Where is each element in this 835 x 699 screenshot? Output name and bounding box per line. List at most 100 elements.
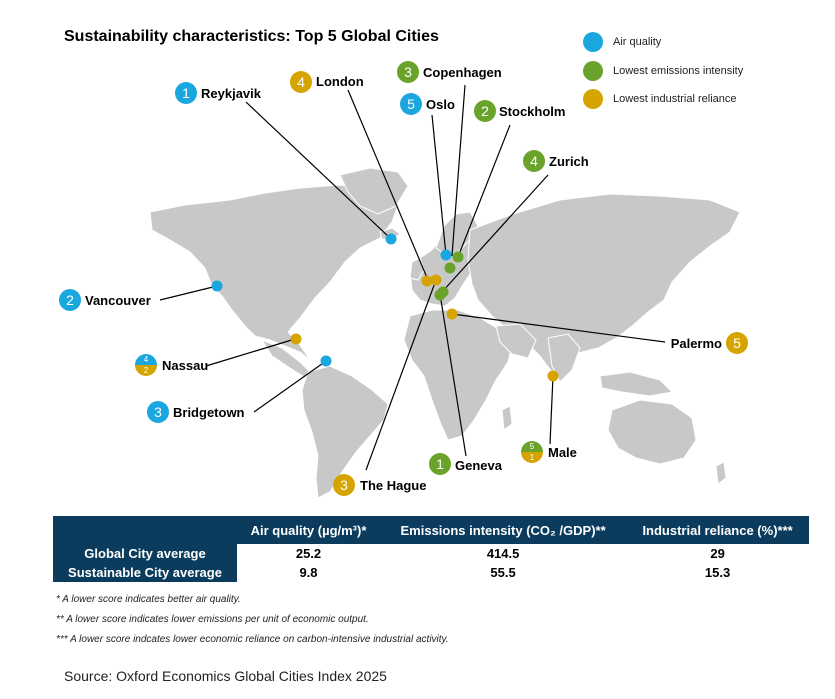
badge-geneva [429, 453, 451, 475]
legend-item-emissions: Lowest emissions intensity [583, 61, 743, 81]
label-nassau: Nassau [162, 358, 208, 373]
badge-the-hague [333, 474, 355, 496]
table-row: Global City average 25.2 414.5 29 [53, 544, 809, 563]
rank-nassau-air: 4 [144, 355, 149, 364]
rank-london: 4 [297, 74, 305, 90]
rank-the-hague: 3 [340, 477, 348, 493]
chart-title: Sustainability characteristics: Top 5 Gl… [64, 28, 439, 45]
label-reykjavik: Reykjavik [201, 86, 262, 101]
leader-line-vancouver [159, 285, 218, 301]
city-labels: 1 Reykjavik 2 Vancouver 3 Bridgetown 4 2… [59, 61, 748, 496]
rank-bridgetown: 3 [154, 404, 162, 420]
dot-geneva [434, 289, 446, 301]
label-geneva: Geneva [455, 458, 503, 473]
badge-bridgetown [147, 401, 169, 423]
label-bridgetown: Bridgetown [173, 405, 245, 420]
legend-item-industry: Lowest industrial reliance [583, 89, 737, 109]
table-header-empty [53, 516, 237, 544]
dot-bridgetown [320, 355, 332, 367]
leader-line-the-hague [365, 279, 437, 471]
badge-stockholm [474, 100, 496, 122]
world-map: 1 Reykjavik 2 Vancouver 3 Bridgetown 4 2… [59, 61, 748, 499]
australia-shape [607, 399, 697, 465]
footnote-emissions: ** A lower score indicates lower emissio… [56, 614, 369, 625]
table-cell: 25.2 [295, 546, 322, 561]
dot-copenhagen [444, 262, 456, 274]
table-header-row: Air quality (µg/m³)* Emissions intensity… [53, 516, 809, 544]
badge-palermo [726, 332, 748, 354]
badge-vancouver [59, 289, 81, 311]
badge-nassau-industry [135, 365, 157, 376]
table-cell: 29 [710, 546, 725, 561]
leader-line-london [347, 89, 429, 281]
leader-line-zurich [441, 174, 549, 293]
rank-oslo: 5 [407, 96, 415, 112]
table-cell: 15.3 [704, 565, 731, 580]
rank-geneva: 1 [436, 456, 444, 472]
label-zurich: Zurich [549, 154, 589, 169]
badge-nassau-air [135, 354, 157, 365]
india-shape [547, 333, 581, 383]
table-cell: 55.5 [490, 565, 516, 580]
leader-line-oslo [431, 114, 447, 256]
row-label-global: Global City average [53, 544, 237, 563]
leader-line-reykjavik [245, 101, 391, 239]
table-header-air-quality: Air quality (µg/m³)* [237, 516, 380, 544]
table-header-industry: Industrial reliance (%)*** [626, 516, 809, 544]
label-vancouver: Vancouver [85, 293, 151, 308]
rank-reykjavik: 1 [182, 85, 190, 101]
rank-vancouver: 2 [66, 292, 74, 308]
footnote-air: * A lower score indicates better air qua… [56, 594, 241, 605]
badge-london [290, 71, 312, 93]
southeast-asia-shape [599, 371, 674, 397]
table-row: Sustainable City average 9.8 55.5 15.3 [53, 563, 809, 582]
row-label-sustainable: Sustainable City average [53, 563, 237, 582]
rank-male-industry: 1 [530, 453, 535, 462]
averages-table: Air quality (µg/m³)* Emissions intensity… [53, 516, 809, 582]
rank-nassau-industry: 2 [144, 366, 149, 375]
legend-label: Air quality [613, 36, 662, 48]
label-stockholm: Stockholm [499, 104, 565, 119]
africa-shape [403, 309, 513, 441]
source-note: Source: Oxford Economics Global Cities I… [64, 668, 387, 684]
dot-nassau [290, 333, 302, 345]
legend-swatch-blue [583, 32, 603, 52]
madagascar-shape [501, 405, 513, 431]
badge-male-industry [521, 452, 543, 463]
label-oslo: Oslo [426, 97, 455, 112]
leader-line-copenhagen [451, 84, 466, 257]
dot-reykjavik [385, 233, 397, 245]
leader-lines [159, 84, 666, 471]
city-dots [211, 233, 559, 382]
rank-palermo: 5 [733, 335, 741, 351]
leader-line-nassau [205, 338, 296, 367]
legend-swatch-green [583, 61, 603, 81]
legend-item-air-quality: Air quality [583, 32, 661, 52]
leader-line-palermo [451, 313, 666, 343]
south-america-shape [301, 365, 389, 499]
label-palermo: Palermo [671, 336, 722, 351]
table-cell: 9.8 [299, 565, 318, 580]
dot-london [421, 275, 433, 287]
dot-the-hague [430, 274, 442, 286]
dot-oslo [440, 249, 452, 261]
rank-male-emissions: 5 [530, 442, 535, 451]
dot-vancouver [211, 280, 223, 292]
leader-line-geneva [439, 293, 467, 457]
label-the-hague: The Hague [360, 478, 426, 493]
rank-stockholm: 2 [481, 103, 489, 119]
badge-reykjavik [175, 82, 197, 104]
new-zealand-shape [715, 461, 727, 485]
badge-copenhagen [397, 61, 419, 83]
dot-male [547, 370, 559, 382]
label-london: London [316, 74, 364, 89]
rank-copenhagen: 3 [404, 64, 412, 80]
leader-line-male [549, 375, 554, 445]
leader-line-stockholm [457, 124, 511, 258]
footnote-industry: *** A lower score indcates lower economi… [56, 634, 449, 645]
badge-male-emissions [521, 441, 543, 452]
legend-label: Lowest industrial reliance [613, 93, 737, 105]
dot-stockholm [452, 251, 464, 263]
dot-palermo [446, 308, 458, 320]
table-header-emissions: Emissions intensity (CO₂ /GDP)** [380, 516, 627, 544]
